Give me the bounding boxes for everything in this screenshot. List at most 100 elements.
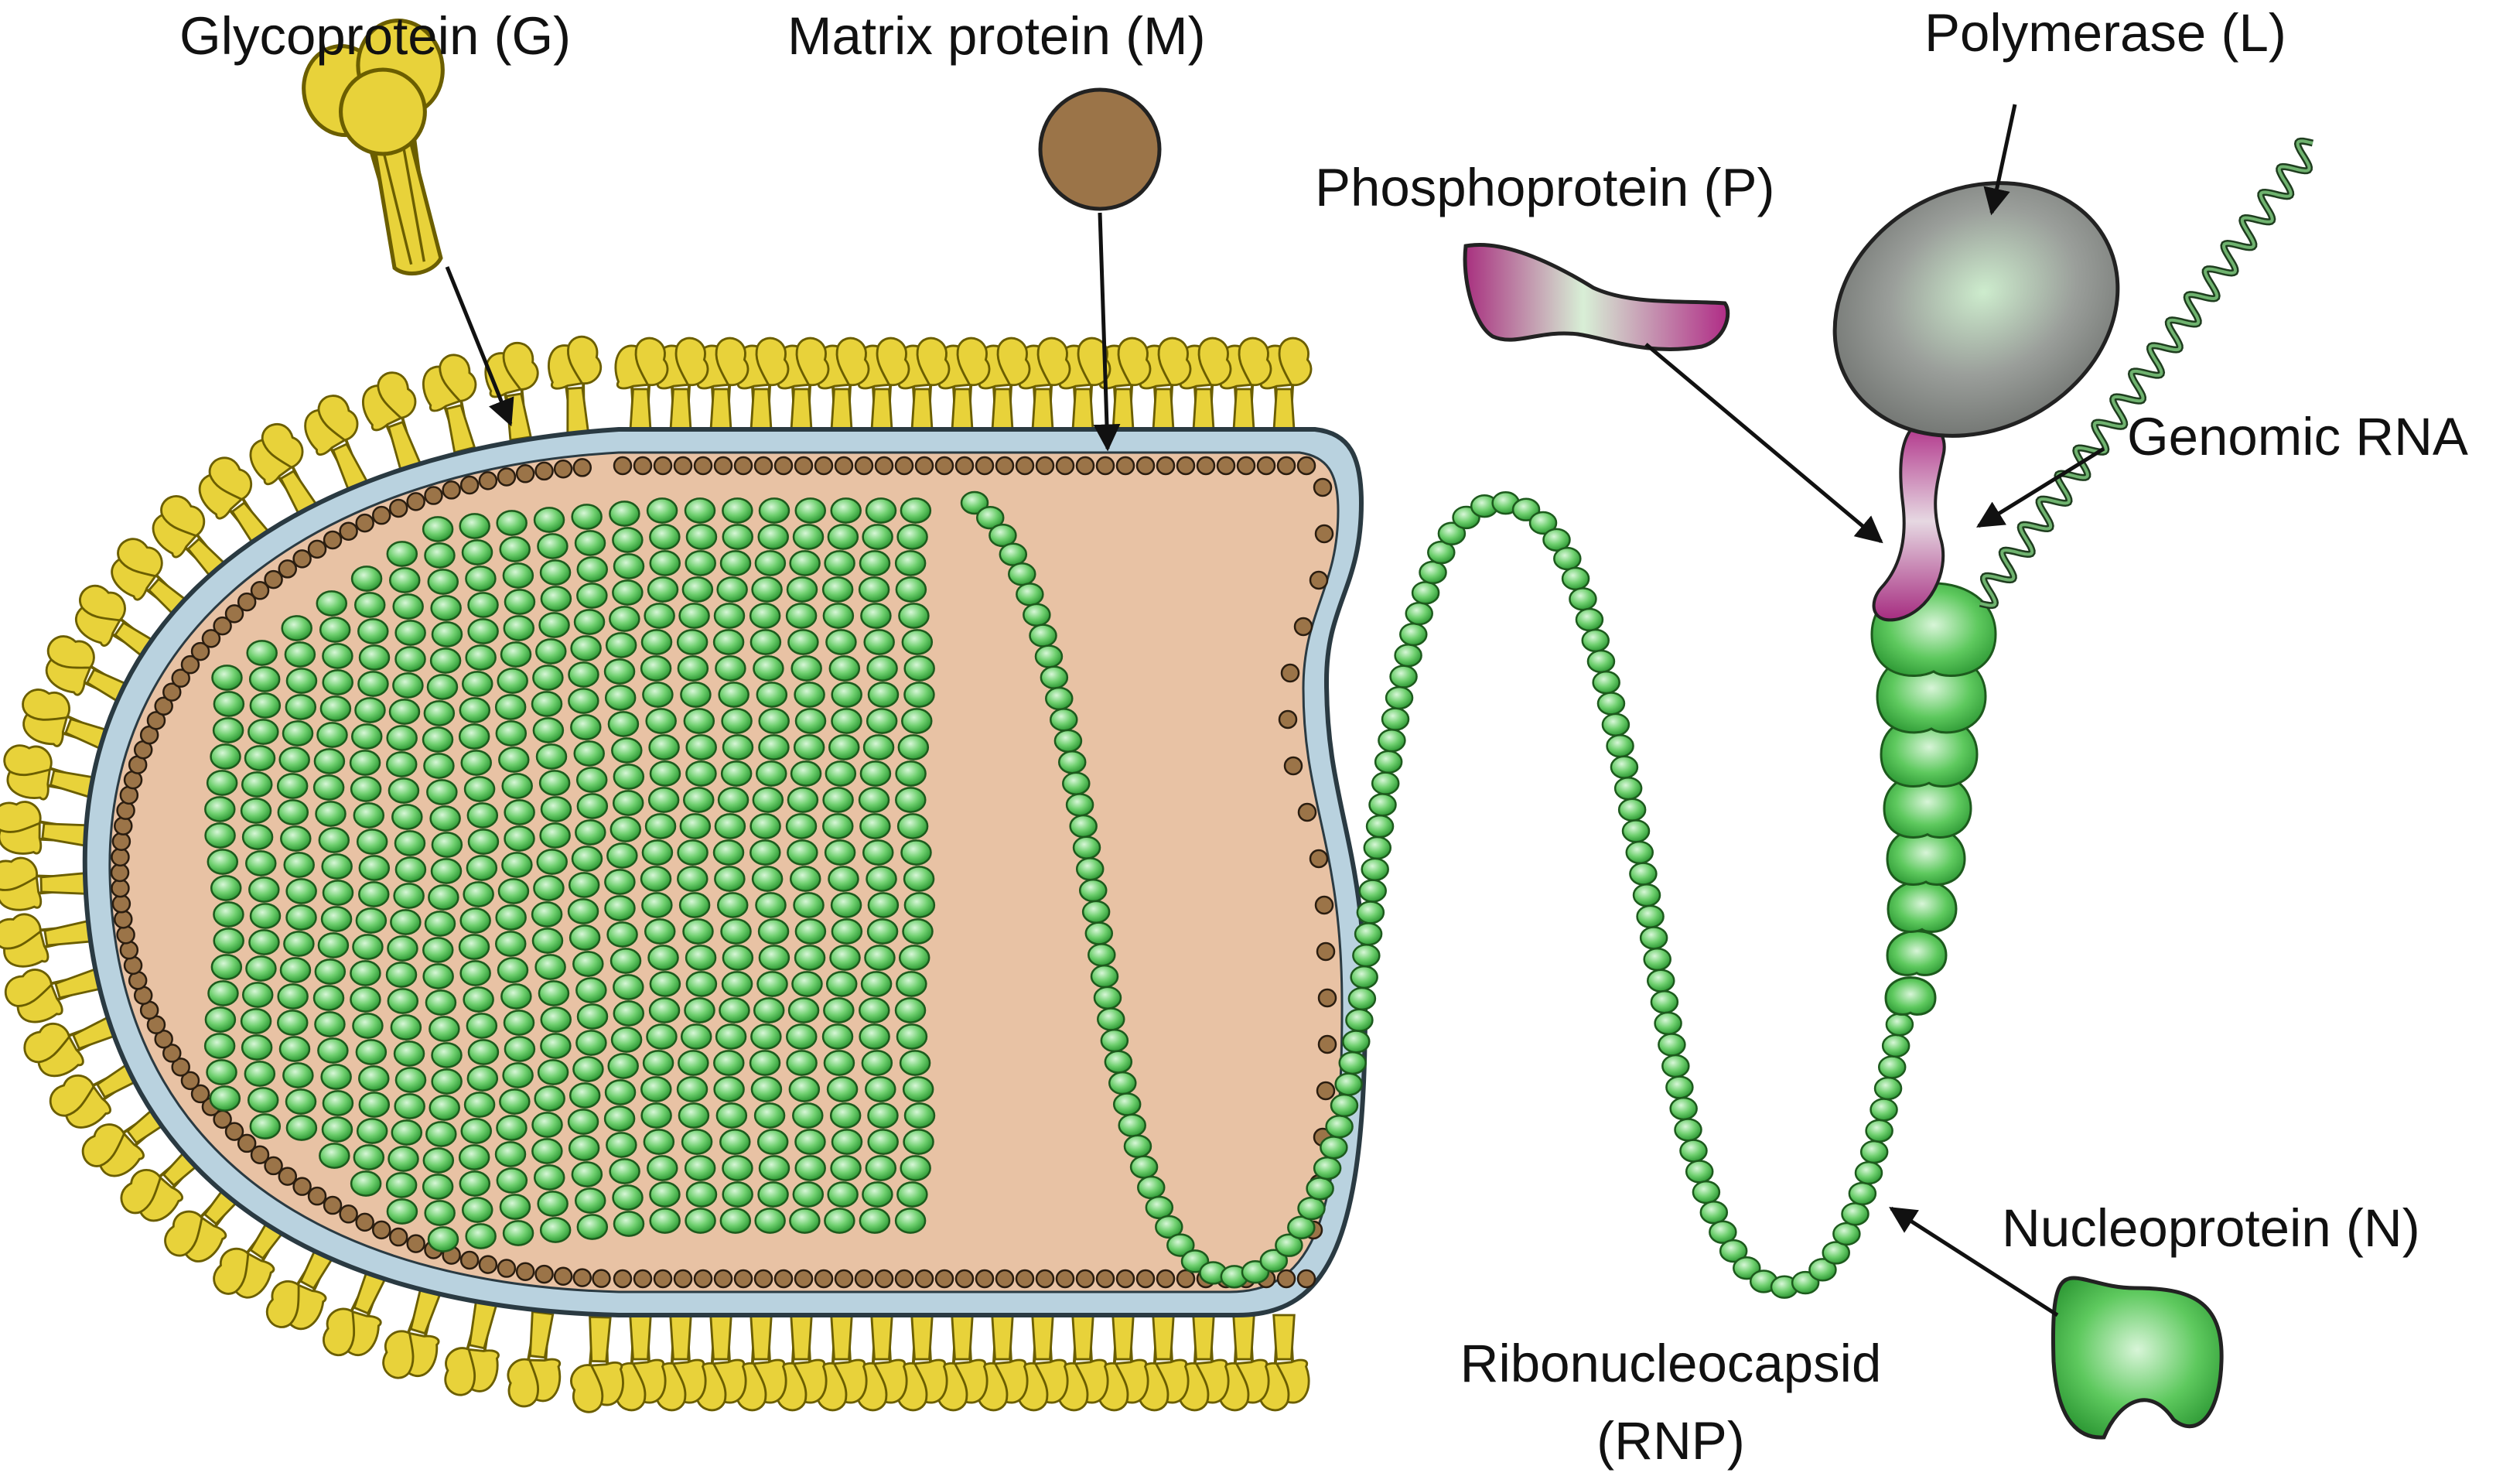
nucleoprotein-bead bbox=[283, 852, 315, 878]
nucleoprotein-bead bbox=[494, 1141, 527, 1167]
matrix-protein-bead bbox=[693, 456, 713, 476]
nucleoprotein-bead bbox=[1679, 1139, 1708, 1163]
nucleoprotein-bead bbox=[1865, 1119, 1893, 1143]
nucleoprotein-bead bbox=[1650, 990, 1679, 1014]
nucleoprotein-bead bbox=[467, 829, 500, 855]
nucleoprotein-bead bbox=[350, 566, 383, 592]
glycoprotein-spike bbox=[438, 1296, 512, 1403]
nucleoprotein-bead bbox=[860, 971, 893, 997]
nucleoprotein-bead bbox=[540, 1006, 572, 1033]
nucleoprotein-bead bbox=[540, 586, 572, 612]
nucleoprotein-bead bbox=[758, 1155, 790, 1181]
nucleoprotein-bead bbox=[248, 666, 281, 692]
nucleoprotein-bead bbox=[385, 962, 418, 988]
matrix-protein-bead bbox=[162, 682, 182, 702]
nucleoprotein-bead bbox=[459, 697, 491, 723]
nucleoprotein-bead bbox=[426, 674, 459, 700]
nucleoprotein-bead bbox=[865, 497, 897, 524]
nucleoprotein-bead bbox=[1093, 986, 1122, 1010]
nucleoprotein-bead bbox=[312, 985, 345, 1011]
matrix-protein-bead bbox=[292, 549, 312, 569]
nucleoprotein-bead bbox=[1569, 587, 1597, 611]
nucleoprotein-bead bbox=[353, 802, 385, 829]
matrix-protein-bead bbox=[1156, 456, 1176, 476]
nucleoprotein-bead bbox=[207, 980, 239, 1006]
nucleoprotein-bead bbox=[865, 1076, 896, 1102]
nucleoprotein-bead bbox=[1625, 840, 1654, 865]
nucleoprotein-bead bbox=[794, 918, 827, 945]
matrix-protein-bead bbox=[613, 456, 633, 476]
nucleoprotein-bead bbox=[387, 988, 419, 1014]
nucleoprotein-bead bbox=[426, 779, 458, 805]
nucleoprotein-bead bbox=[394, 646, 426, 672]
nucleoprotein-bead bbox=[989, 523, 1017, 548]
nucleoprotein-bead bbox=[719, 997, 750, 1023]
matrix-protein-bead bbox=[190, 1084, 210, 1104]
matrix-protein-bead bbox=[1296, 1269, 1316, 1289]
matrix-protein-bead bbox=[954, 1269, 975, 1289]
nucleoprotein-bead bbox=[1374, 750, 1403, 774]
nucleoprotein-bead bbox=[285, 1088, 317, 1115]
matrix-protein-bead bbox=[371, 505, 391, 525]
nucleoprotein-bead bbox=[822, 813, 854, 839]
matrix-protein-bead bbox=[442, 480, 461, 500]
nucleoprotein-bead bbox=[786, 1050, 818, 1076]
nucleoprotein-bead bbox=[894, 1208, 927, 1234]
nucleoprotein-bead bbox=[644, 918, 676, 945]
matrix-protein-bead bbox=[753, 456, 773, 476]
nucleoprotein-bead bbox=[358, 1065, 390, 1092]
nucleoprotein-bead bbox=[861, 1050, 893, 1076]
nucleoprotein-bead bbox=[279, 957, 312, 983]
nucleoprotein-bead bbox=[750, 839, 781, 866]
nucleoprotein-bead bbox=[1081, 900, 1111, 924]
nucleoprotein-bead bbox=[461, 539, 493, 566]
label-ribonucleocapsid: Ribonucleocapsid bbox=[1460, 1334, 1882, 1393]
nucleoprotein-bead bbox=[791, 971, 823, 997]
nucleoprotein-bead bbox=[465, 1223, 497, 1249]
nucleoprotein-bead bbox=[540, 1033, 572, 1059]
nucleoprotein-bead bbox=[248, 876, 280, 903]
matrix-protein-bead bbox=[497, 467, 517, 487]
nucleoprotein-bead bbox=[394, 830, 426, 856]
nucleoprotein-bead bbox=[649, 1208, 681, 1234]
nucleoprotein-bead bbox=[278, 747, 310, 773]
arrow-polymerase bbox=[1983, 104, 2017, 216]
nucleoprotein-bead bbox=[322, 880, 354, 906]
nucleoprotein-bead bbox=[1363, 835, 1392, 860]
nucleoprotein-bead bbox=[1053, 729, 1083, 753]
nucleoprotein-bead bbox=[241, 824, 274, 850]
nucleoprotein-bead bbox=[898, 603, 930, 629]
nucleoprotein-bead bbox=[756, 1129, 789, 1155]
nucleoprotein-bead bbox=[429, 1095, 460, 1121]
nucleoprotein-bead bbox=[1610, 755, 1639, 779]
matrix-protein-bead bbox=[553, 460, 573, 479]
matrix-protein-bead bbox=[553, 1266, 573, 1286]
nucleoprotein-bead bbox=[678, 1102, 710, 1129]
nucleoprotein-bead bbox=[749, 603, 781, 629]
nucleoprotein-bead bbox=[609, 501, 640, 527]
matrix-protein-bead bbox=[323, 1195, 343, 1215]
nucleoprotein-bead bbox=[1057, 750, 1087, 774]
nucleoprotein-bead bbox=[794, 945, 826, 971]
nucleoprotein-bead bbox=[1575, 607, 1604, 632]
nucleoprotein-bead bbox=[1613, 776, 1643, 801]
nucleoprotein-bead bbox=[537, 1059, 569, 1085]
nucleoprotein-bead bbox=[358, 855, 391, 881]
nucleoprotein-bead bbox=[570, 635, 602, 661]
nucleoprotein-bead bbox=[755, 892, 787, 918]
nucleoprotein-bead bbox=[388, 699, 421, 725]
nucleoprotein-bead bbox=[350, 986, 381, 1013]
nucleoprotein-bead bbox=[611, 737, 643, 764]
nucleoprotein-bead bbox=[644, 603, 675, 629]
matrix-protein-bead bbox=[1314, 895, 1334, 915]
nucleoprotein-bead bbox=[903, 1129, 934, 1155]
nucleoprotein-bead bbox=[535, 638, 567, 665]
nucleoprotein-bead bbox=[320, 906, 353, 932]
nucleoprotein-bead bbox=[357, 671, 389, 697]
glycoprotein-spike bbox=[0, 903, 95, 972]
nucleoprotein-bead bbox=[794, 708, 827, 734]
nucleoprotein-bead bbox=[902, 1076, 934, 1102]
matrix-protein-bead bbox=[355, 1212, 374, 1232]
nucleoprotein-bead bbox=[567, 898, 599, 924]
